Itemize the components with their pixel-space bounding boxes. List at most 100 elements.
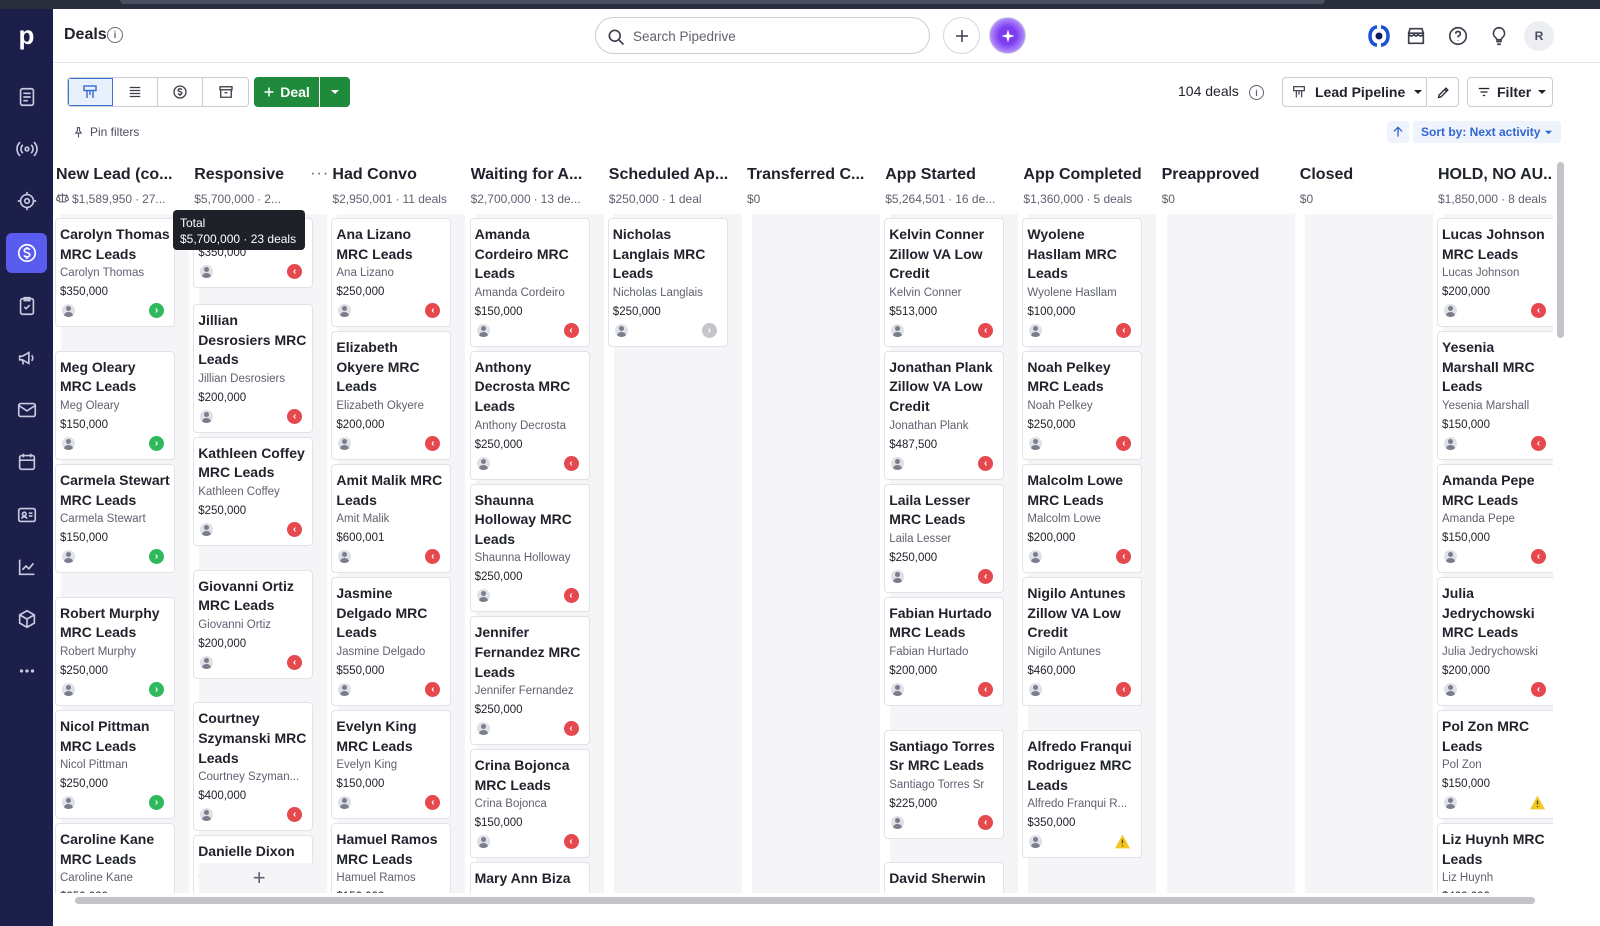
sort-by-dropdown[interactable]: Sort by: Next activity: [1413, 121, 1562, 143]
nav-deals-icon[interactable]: [6, 233, 47, 273]
deal-card[interactable]: Amit Malik MRC Leads Amit Malik $600,001 ‹: [331, 464, 452, 574]
stage-more-icon[interactable]: ···: [310, 165, 330, 182]
nav-campaigns-icon[interactable]: [6, 338, 47, 378]
stage-header[interactable]: App Completed $1,360,000 · 5 deals: [1020, 156, 1165, 214]
deal-card[interactable]: Nicholas Langlais MRC Leads Nicholas Lang…: [607, 218, 728, 347]
activity-overdue-icon[interactable]: ‹: [1531, 303, 1546, 319]
deal-title[interactable]: Alfredo Franqui Rodriguez MRC Leads: [1027, 737, 1132, 793]
activity-overdue-icon[interactable]: ‹: [978, 568, 994, 584]
activity-overdue-icon[interactable]: ‹: [563, 322, 579, 338]
deal-card[interactable]: Malcolm Lowe MRC Leads Malcolm Lowe $200,0…: [1022, 464, 1143, 574]
deal-title[interactable]: Jasmine Delgado MRC Leads: [336, 585, 428, 641]
deal-title[interactable]: Kathleen Coffey MRC Leads: [198, 444, 305, 481]
stage-header[interactable]: Scheduled Ap... $250,000 · 1 deal: [605, 156, 750, 214]
stage-header[interactable]: App Started $5,264,501 · 16 de...: [882, 156, 1027, 214]
activity-overdue-icon[interactable]: ‹: [425, 435, 441, 451]
deal-card[interactable]: Santiago Torres Sr MRC Leads Santiago Tor…: [884, 729, 1005, 839]
deal-card[interactable]: Mary Ann Biza MRC Leads: [469, 862, 590, 893]
deal-title[interactable]: Fabian Hurtado MRC Leads: [889, 604, 992, 641]
deal-title[interactable]: Wyolene Hasllam MRC Leads: [1027, 226, 1117, 282]
deal-title[interactable]: Amit Malik MRC Leads: [336, 472, 443, 508]
deal-title[interactable]: Liz Huynh MRC Leads: [1442, 831, 1545, 867]
deal-title[interactable]: Carmela Stewart MRC Leads: [60, 472, 170, 508]
deal-card[interactable]: Julia Jedrychowski MRC Leads Julia Jedryc…: [1437, 577, 1553, 706]
stage-header[interactable]: Closed $0: [1296, 156, 1441, 214]
activity-scheduled-icon[interactable]: ›: [149, 549, 164, 565]
activity-scheduled-icon[interactable]: ›: [149, 303, 164, 319]
deal-card[interactable]: Wyolene Hasllam MRC Leads Wyolene Hasllam…: [1022, 218, 1143, 347]
deal-card[interactable]: Amanda Cordeiro MRC Leads Amanda Cordeiro…: [469, 218, 590, 347]
marketplace-icon[interactable]: [1401, 21, 1431, 51]
activity-scheduled-icon[interactable]: ›: [149, 435, 164, 451]
lightbulb-icon[interactable]: [1484, 21, 1514, 51]
activity-overdue-icon[interactable]: ‹: [563, 455, 579, 471]
activity-overdue-icon[interactable]: ‹: [978, 455, 994, 471]
deal-card[interactable]: Elizabeth Okyere MRC Leads Elizabeth Okye…: [331, 331, 452, 460]
add-deal-button[interactable]: Deal: [254, 77, 319, 107]
pipedrive-logo-icon[interactable]: p: [18, 19, 35, 50]
nav-insights-icon[interactable]: [6, 547, 47, 587]
forecast-view-button[interactable]: [158, 78, 203, 106]
warning-icon[interactable]: [1529, 795, 1546, 810]
nav-products-icon[interactable]: [6, 599, 47, 639]
help-icon[interactable]: [1443, 21, 1473, 51]
activity-overdue-icon[interactable]: ‹: [563, 721, 579, 737]
ai-assistant-button[interactable]: [989, 17, 1026, 54]
activity-scheduled-icon[interactable]: ›: [149, 795, 164, 811]
deal-title[interactable]: Jillian Desrosiers MRC Leads: [198, 312, 307, 368]
deal-card[interactable]: Caroline Kane MRC Leads Caroline Kane $250…: [55, 823, 175, 893]
search-box[interactable]: [595, 17, 930, 54]
deal-title[interactable]: Kelvin Conner Zillow VA Low Credit: [889, 226, 985, 282]
nav-broadcast-icon[interactable]: [6, 129, 47, 169]
pipeline-selector[interactable]: Lead Pipeline: [1282, 77, 1427, 107]
deal-card[interactable]: Crina Bojonca MRC Leads Crina Bojonca $150…: [469, 749, 590, 859]
deal-card[interactable]: Jasmine Delgado MRC Leads Jasmine Delgado…: [331, 577, 452, 706]
activity-scheduled-icon[interactable]: ›: [149, 681, 164, 697]
stage-header[interactable]: Had Convo $2,950,001 · 11 deals: [329, 156, 474, 214]
pin-filters-button[interactable]: Pin filters: [72, 125, 139, 139]
activity-overdue-icon[interactable]: ‹: [287, 521, 303, 537]
deal-title[interactable]: Nicol Pittman MRC Leads: [60, 718, 150, 754]
deal-card[interactable]: Anthony Decrosta MRC Leads Anthony Decros…: [469, 350, 590, 480]
deal-card[interactable]: Hamuel Ramos MRC Leads Hamuel Ramos $150,0…: [331, 823, 452, 893]
deal-title[interactable]: Laila Lesser MRC Leads: [889, 491, 971, 528]
vertical-scrollbar[interactable]: [1557, 162, 1564, 338]
deal-title[interactable]: Ana Lizano MRC Leads: [336, 226, 413, 262]
activity-overdue-icon[interactable]: ‹: [563, 588, 579, 604]
deal-title[interactable]: Caroline Kane MRC Leads: [60, 831, 155, 867]
deal-title[interactable]: Courtney Szymanski MRC Leads: [198, 710, 307, 766]
deal-title[interactable]: Amanda Pepe MRC Leads: [1442, 472, 1535, 508]
edit-pipeline-button[interactable]: [1428, 77, 1459, 107]
activity-overdue-icon[interactable]: ‹: [1531, 549, 1546, 565]
deal-card[interactable]: Meg Oleary MRC Leads Meg Oleary $150,000 ›: [55, 350, 175, 460]
deal-card[interactable]: Ana Lizano MRC Leads Ana Lizano $250,000 ‹: [331, 218, 452, 328]
deal-title[interactable]: Lucas Johnson MRC Leads: [1442, 226, 1545, 262]
deal-title[interactable]: Pol Zon MRC Leads: [1442, 718, 1530, 754]
deal-card[interactable]: Nigilo Antunes Zillow VA Low Credit Nigil…: [1022, 577, 1143, 706]
stage-header[interactable]: Transferred C... $0: [744, 156, 888, 214]
deal-title[interactable]: Mary Ann Biza MRC Leads: [474, 870, 571, 893]
deal-count-info-icon[interactable]: i: [1249, 85, 1264, 100]
activity-overdue-icon[interactable]: ‹: [287, 654, 303, 670]
nav-calendar-icon[interactable]: [6, 442, 47, 482]
add-deal-to-stage-icon[interactable]: +: [199, 863, 320, 893]
activity-overdue-icon[interactable]: ‹: [287, 408, 303, 424]
search-input[interactable]: [633, 26, 913, 46]
deal-title[interactable]: Nigilo Antunes Zillow VA Low Credit: [1027, 585, 1126, 641]
deal-card[interactable]: Pol Zon MRC Leads Pol Zon $150,000: [1437, 710, 1553, 820]
activity-overdue-icon[interactable]: ‹: [1116, 435, 1132, 451]
sort-direction-button[interactable]: [1387, 121, 1409, 143]
deal-title[interactable]: Yesenia Marshall MRC Leads: [1442, 339, 1535, 395]
deal-title[interactable]: Hamuel Ramos MRC Leads: [336, 831, 438, 867]
deal-title[interactable]: Amanda Cordeiro MRC Leads: [474, 226, 569, 282]
deal-title[interactable]: Jonathan Plank Zillow VA Low Credit: [889, 358, 993, 414]
deal-title[interactable]: Elizabeth Okyere MRC Leads: [336, 339, 420, 395]
warning-icon[interactable]: [1114, 834, 1131, 849]
add-deal-dropdown[interactable]: [320, 77, 350, 107]
deal-title[interactable]: Nicholas Langlais MRC Leads: [612, 226, 706, 282]
nav-more-icon[interactable]: [6, 651, 47, 691]
quick-add-button[interactable]: [943, 17, 980, 54]
activity-overdue-icon[interactable]: ‹: [978, 814, 994, 830]
activity-overdue-icon[interactable]: ‹: [425, 795, 441, 811]
list-view-button[interactable]: [113, 78, 158, 106]
